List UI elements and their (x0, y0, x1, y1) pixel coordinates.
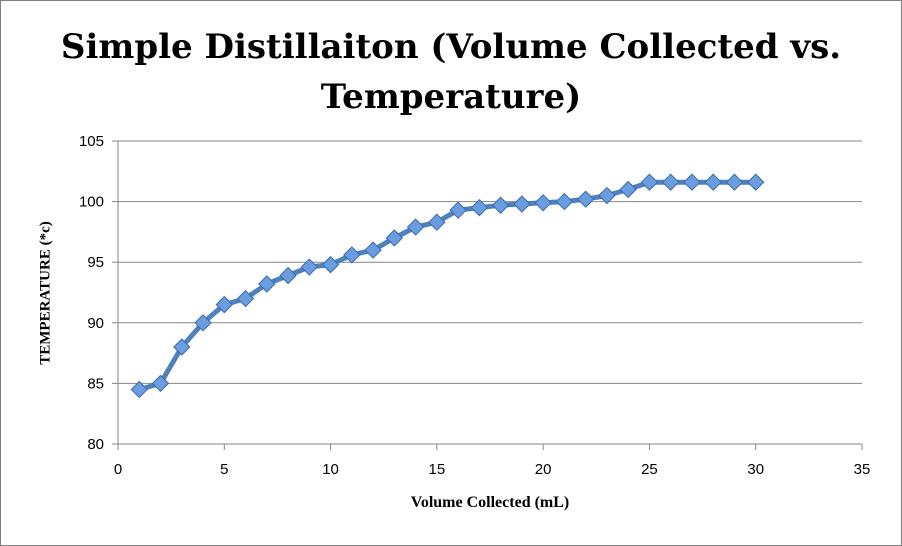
series-line (136, 179, 759, 392)
data-series (130, 173, 765, 399)
data-point (343, 246, 361, 264)
data-point (236, 289, 255, 308)
y-tick-label: 105 (79, 133, 104, 150)
x-tick-label: 35 (854, 461, 871, 478)
data-point (173, 338, 191, 356)
data-point (555, 192, 574, 211)
y-tick-label: 100 (79, 194, 104, 211)
x-tick-label: 10 (322, 461, 339, 478)
data-point (364, 241, 382, 259)
gridlines (118, 140, 862, 384)
data-point (491, 196, 510, 214)
chart-title-line-1: Simple Distillaiton (Volume Collected vs… (60, 27, 842, 67)
x-axis-label: Volume Collected (mL) (410, 494, 570, 511)
y-tick-label: 90 (87, 315, 104, 332)
data-point (321, 255, 340, 274)
data-point (598, 186, 616, 205)
data-point (640, 173, 659, 191)
data-point (725, 173, 744, 191)
data-point (279, 266, 297, 285)
data-point (683, 173, 701, 191)
data-point (513, 195, 531, 213)
data-point (619, 180, 637, 199)
x-tick-label: 20 (535, 461, 552, 478)
data-point (704, 173, 722, 191)
y-tick-label: 95 (87, 254, 104, 271)
x-tick-label: 0 (114, 461, 122, 478)
x-tick-label: 30 (747, 461, 764, 478)
data-point (661, 173, 680, 191)
x-tick-label: 25 (641, 461, 658, 478)
x-tick-label: 15 (429, 461, 446, 478)
x-tick-label: 5 (220, 461, 228, 478)
data-point (130, 380, 148, 399)
data-point (449, 201, 467, 219)
data-point (470, 198, 489, 217)
data-point (576, 190, 595, 208)
tick-labels: 80 85 90 95 100 105 0 5 10 15 20 25 30 35 (79, 133, 870, 478)
data-point (406, 218, 425, 236)
data-point (428, 213, 446, 231)
data-point (385, 229, 404, 247)
data-point (194, 314, 212, 332)
axes (112, 140, 863, 450)
chart-title: Simple Distillaiton (Volume Collected vs… (0, 22, 902, 122)
y-tick-label: 80 (87, 436, 104, 453)
y-tick-label: 85 (87, 375, 104, 392)
data-point (258, 275, 276, 293)
data-point (151, 374, 170, 393)
data-point (300, 258, 319, 276)
chart-title-line-2: Temperature) (320, 77, 582, 117)
data-point (534, 194, 552, 212)
data-point (215, 295, 233, 314)
data-point (747, 173, 765, 191)
